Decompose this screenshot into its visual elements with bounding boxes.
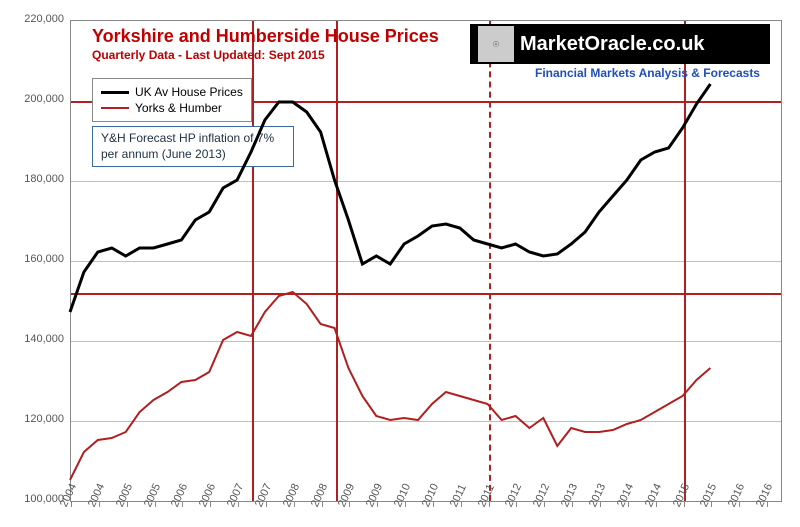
series-line <box>70 84 710 312</box>
y-tick-label: 140,000 <box>24 333 64 345</box>
y-tick-label: 200,000 <box>24 93 64 105</box>
series-line <box>70 292 710 480</box>
y-tick-label: 160,000 <box>24 253 64 265</box>
y-tick-label: 220,000 <box>24 13 64 25</box>
chart-container: Yorkshire and Humberside House Prices Qu… <box>0 0 800 527</box>
chart-svg <box>0 0 800 527</box>
y-tick-label: 180,000 <box>24 173 64 185</box>
y-tick-label: 120,000 <box>24 413 64 425</box>
